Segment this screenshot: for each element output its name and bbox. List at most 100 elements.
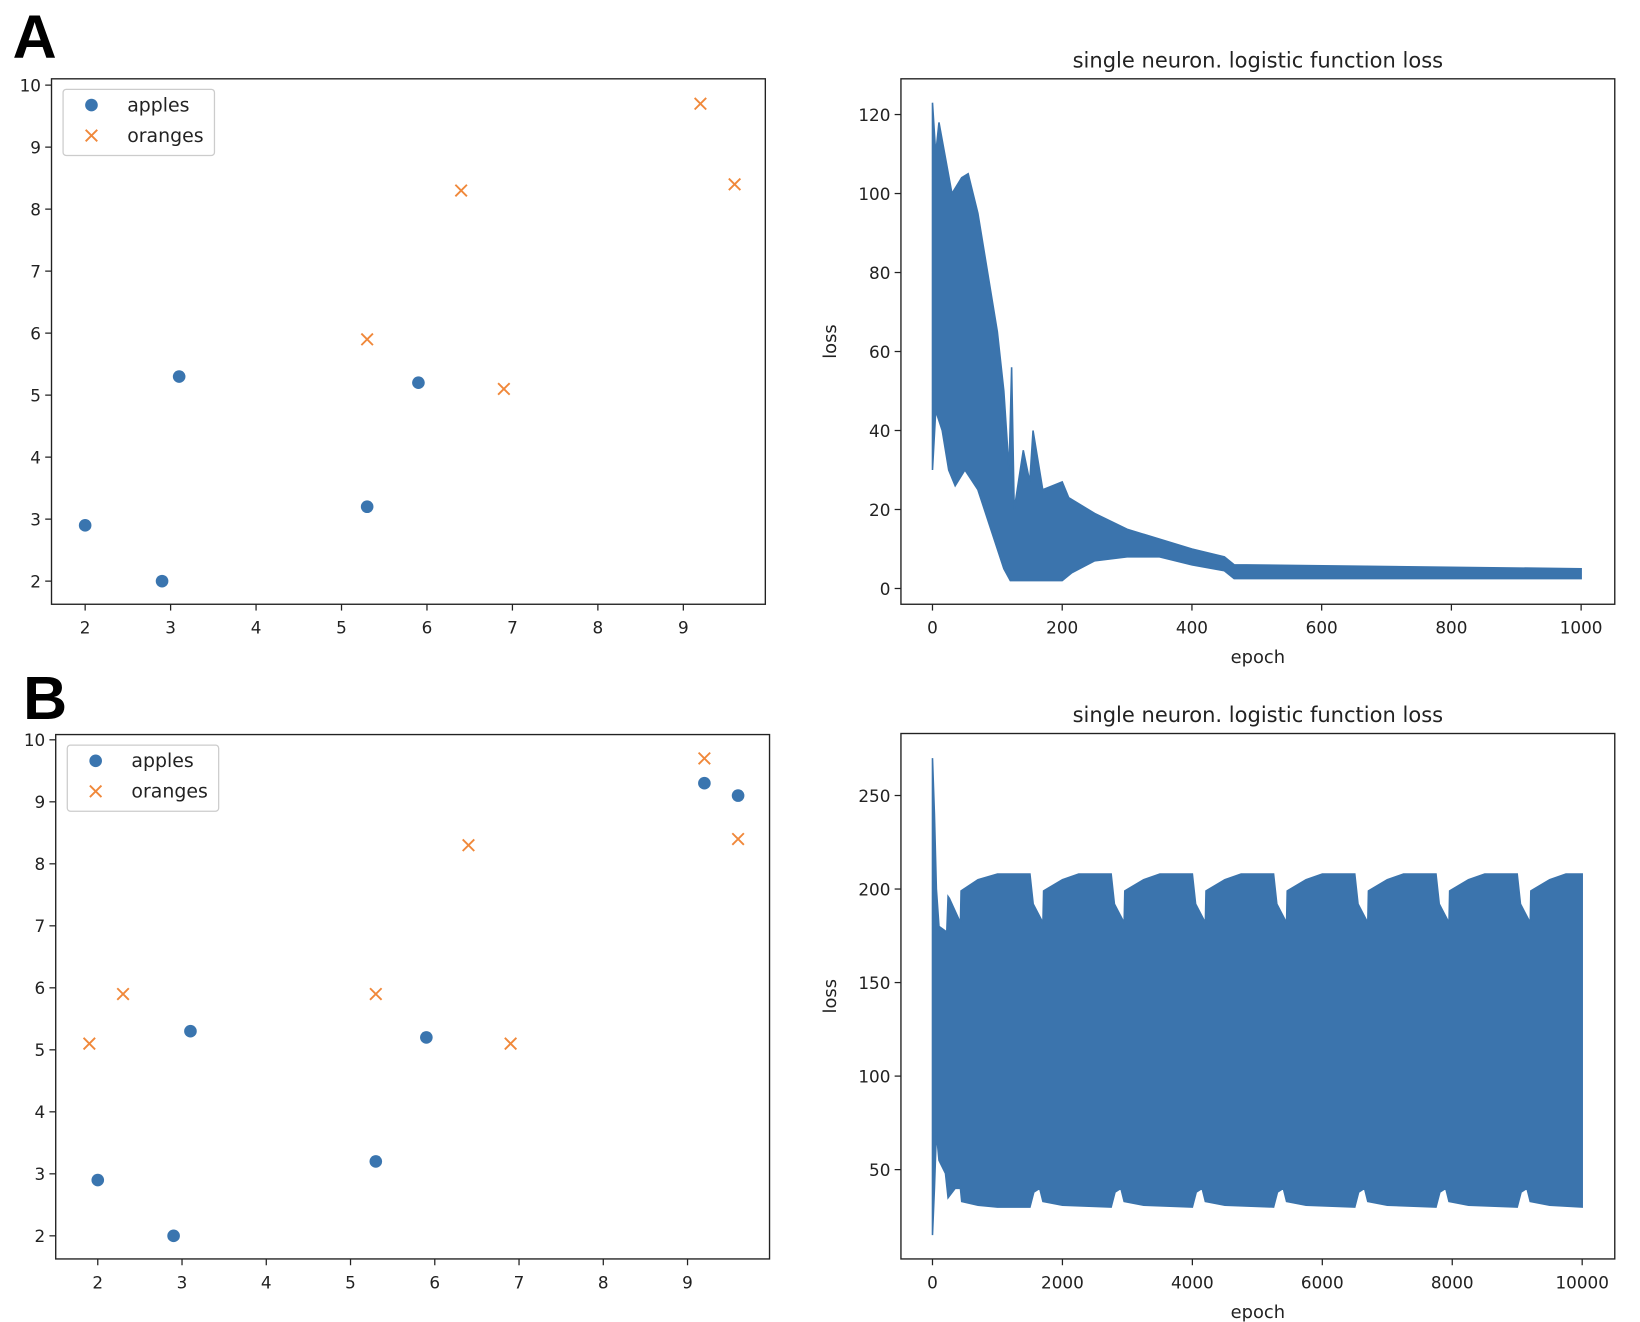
x-tick-label: 3 [177, 1272, 188, 1292]
y-tick-label: 250 [858, 786, 890, 806]
point-apples [360, 500, 374, 514]
y-axis-label: loss [820, 324, 841, 358]
y-axis-label: loss [820, 979, 841, 1013]
x-tick-label: 7 [514, 1272, 525, 1292]
axes-frame [55, 733, 771, 1260]
point-oranges [693, 97, 707, 111]
y-tick-label: 3 [30, 509, 41, 529]
chart-title: single neuron. logistic function loss [1073, 47, 1444, 72]
point-apples [167, 1229, 180, 1243]
x-tick-label: 10000 [1555, 1272, 1608, 1292]
x-axis-label: epoch [1231, 647, 1285, 668]
x-tick-label: 800 [1435, 618, 1467, 638]
x-tick-label: 8 [598, 1272, 609, 1292]
y-tick-label: 2 [35, 1226, 46, 1246]
axes-frame [900, 732, 1616, 1260]
point-oranges [462, 838, 475, 852]
legend-label-oranges: oranges [131, 781, 207, 803]
point-oranges [504, 1037, 518, 1051]
y-tick-label: 9 [30, 137, 41, 157]
y-tick-label: 8 [35, 854, 46, 874]
x-tick-label: 5 [345, 1272, 356, 1292]
x-tick-label: 2 [92, 1272, 103, 1292]
legend-label-apples: apples [127, 94, 189, 116]
panel-label-b: B [23, 664, 67, 732]
legend-marker-oranges [89, 784, 103, 798]
axes-frame [900, 78, 1616, 605]
legend-label-apples: apples [131, 750, 193, 772]
x-tick-label: 0 [927, 1272, 938, 1292]
point-oranges [369, 987, 383, 1001]
y-tick-label: 2 [30, 571, 41, 591]
y-tick-label: 10 [20, 75, 41, 95]
loss-series-band [931, 102, 1582, 582]
y-tick-label: 150 [858, 973, 890, 993]
x-tick-label: 7 [507, 618, 518, 638]
legend [62, 88, 216, 157]
y-tick-label: 9 [35, 792, 46, 812]
y-tick-label: 100 [858, 184, 890, 204]
point-oranges [82, 1037, 96, 1051]
point-apples [412, 376, 425, 390]
x-axis-label: epoch [1231, 1302, 1285, 1322]
x-tick-label: 8000 [1431, 1272, 1474, 1292]
point-apples [78, 519, 92, 532]
x-tick-label: 6000 [1301, 1272, 1344, 1292]
y-tick-label: 60 [869, 342, 890, 362]
x-tick-label: 6 [422, 618, 433, 638]
legend-marker-apples [85, 98, 98, 112]
axes-frame [50, 78, 767, 605]
point-apples [172, 370, 186, 383]
chart-B-loss: 0 2000 4000 6000 8000 10000 50 100 150 200 250 sing… [820, 702, 1616, 1322]
y-tick-label: 10 [24, 730, 45, 750]
point-apples [731, 789, 745, 802]
panel-label-a: A [13, 3, 57, 71]
x-tick-label: 6 [429, 1272, 440, 1292]
point-oranges [497, 382, 511, 396]
loss-series-band [931, 758, 1583, 1236]
y-tick-label: 6 [30, 323, 41, 343]
y-tick-label: 6 [35, 978, 46, 998]
point-oranges [454, 184, 468, 197]
point-apples [155, 574, 169, 588]
y-tick-label: 4 [30, 447, 41, 467]
x-tick-label: 3 [165, 618, 176, 638]
y-tick-label: 5 [35, 1040, 46, 1060]
point-oranges [731, 832, 745, 846]
y-tick-label: 7 [35, 916, 46, 936]
legend-marker-apples [89, 754, 102, 768]
x-tick-label: 4 [261, 1272, 272, 1292]
x-tick-label: 2 [80, 618, 91, 638]
y-tick-label: 3 [35, 1164, 46, 1184]
legend-marker-oranges [85, 129, 98, 143]
x-tick-label: 200 [1046, 618, 1078, 638]
y-tick-label: 120 [858, 105, 890, 125]
x-tick-label: 400 [1176, 618, 1208, 638]
x-tick-label: 600 [1306, 618, 1338, 638]
chart-title: single neuron. logistic function loss [1073, 702, 1444, 727]
point-apples [420, 1031, 433, 1044]
point-apples [91, 1173, 105, 1187]
point-apples [184, 1024, 197, 1038]
y-tick-label: 40 [869, 421, 890, 441]
x-tick-label: 0 [927, 618, 938, 638]
point-oranges [360, 332, 374, 346]
legend [66, 744, 220, 812]
point-apples [698, 776, 711, 790]
x-tick-label: 2000 [1041, 1272, 1084, 1292]
y-tick-label: 100 [858, 1066, 890, 1086]
y-tick-label: 50 [869, 1160, 890, 1180]
point-apples [369, 1155, 383, 1168]
legend-label-oranges: oranges [127, 125, 203, 147]
chart-A-loss: 0 200 400 600 800 1000 0 20 40 60 80 100 120 single n… [820, 47, 1616, 668]
x-tick-label: 9 [678, 618, 689, 638]
chart-A-scatter: apples oranges 2 3 4 5 6 7 8 9 2 3 4 5 6 7 8 9 10 [20, 75, 767, 638]
point-oranges [697, 751, 711, 765]
x-tick-label: 4 [251, 618, 262, 638]
chart-B-scatter: apples oranges 2 3 4 5 6 7 8 9 2 3 4 5 6 7 8 9 10 [24, 730, 771, 1292]
y-tick-label: 5 [30, 385, 41, 405]
y-tick-label: 4 [35, 1102, 46, 1122]
y-tick-label: 0 [880, 579, 891, 599]
y-tick-label: 8 [30, 199, 41, 219]
